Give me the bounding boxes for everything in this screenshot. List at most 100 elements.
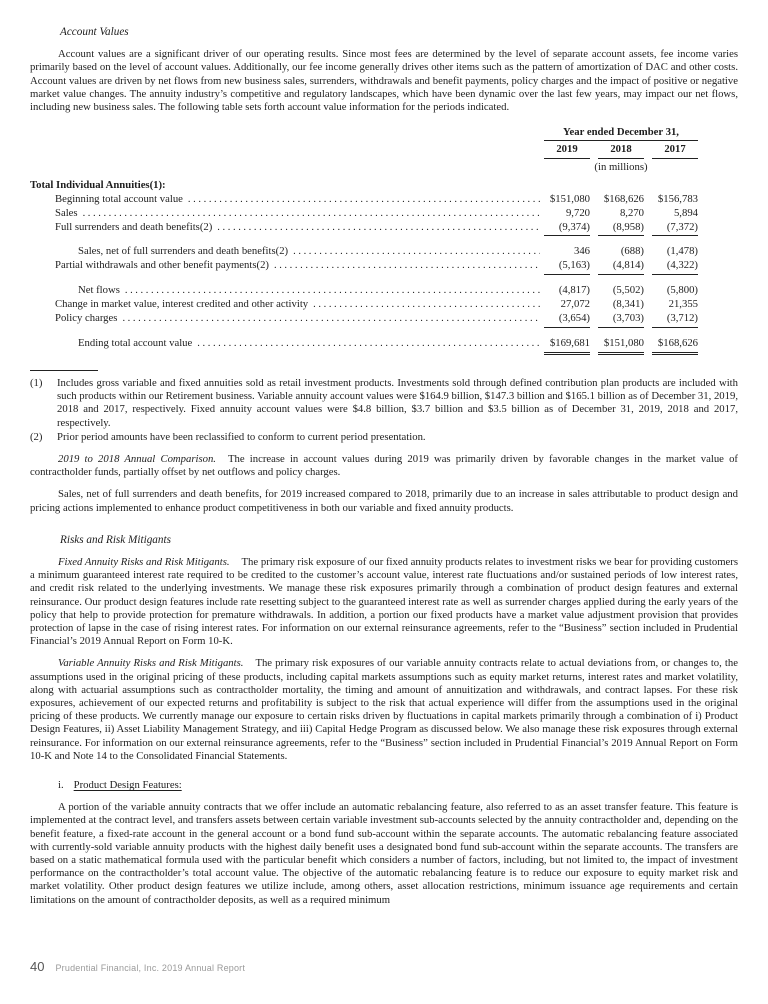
dot-leader [125, 284, 540, 298]
table-cell-value: (688) [620, 245, 644, 258]
table-cell-value: 5,894 [673, 206, 698, 219]
product-design-paragraph: A portion of the variable annuity contra… [30, 801, 738, 906]
table-cell-value: (8,341) [612, 298, 644, 311]
variable-annuity-lead: Variable Annuity Risks and Risk Mitigant… [58, 657, 244, 670]
year-column-header: 2018 [598, 143, 644, 159]
fixed-annuity-body: The primary risk exposure of our fixed a… [30, 555, 739, 648]
table-units-label: (in millions) [594, 160, 648, 173]
fixed-annuity-lead: Fixed Annuity Risks and Risk Mitigants. [58, 555, 230, 568]
account-values-paragraph: Account values are a significant driver … [30, 48, 738, 114]
table-cell-value: 9,720 [565, 206, 590, 219]
table-cell-value: (5,800) [666, 284, 698, 297]
dot-leader [188, 193, 540, 207]
year-column-header: 2017 [652, 143, 698, 159]
footnote-marker: (1) [30, 376, 43, 389]
table-row: Total Individual Annuities(1): [30, 179, 738, 193]
section-heading-account-values: Account Values [60, 26, 129, 38]
page-footer: 40 Prudential Financial, Inc. 2019 Annua… [30, 960, 245, 975]
table-row: Beginning total account value $151,080 $16… [30, 193, 738, 207]
table-cell-value: $168,626 [652, 337, 698, 355]
table-row-label: Sales [55, 206, 78, 219]
table-row-values: 27,072 (8,341) 21,355 [544, 298, 698, 312]
dot-leader [122, 312, 540, 326]
dot-leader [293, 245, 540, 259]
table-row: Sales, net of full surrenders and death … [30, 245, 738, 259]
table-row-values: 346 (688) (1,478) [544, 245, 698, 259]
dot-leader [313, 298, 540, 312]
account-table-body: Total Individual Annuities(1): Beginning … [30, 179, 738, 355]
sales-paragraph: Sales, net of full surrenders and death … [30, 488, 738, 514]
table-cell-value: 21,355 [668, 298, 698, 311]
table-period-label: Year ended December 31, [544, 126, 698, 142]
table-row-label: Total Individual Annuities(1): [30, 178, 166, 191]
table-cell-value: (1,478) [666, 245, 698, 258]
table-row-label: Ending total account value [78, 336, 193, 349]
table-cell-value: $151,080 [598, 337, 644, 355]
table-row-label: Partial withdrawals and other benefit pa… [55, 259, 269, 272]
footnote-2: (2) Prior period amounts have been recla… [30, 431, 738, 444]
table-row-values: $169,681 $151,080 $168,626 [544, 337, 698, 355]
table-row-values: (5,163) (4,814) (4,322) [544, 259, 698, 276]
annual-comparison-paragraph: 2019 to 2018 Annual Comparison. The incre… [30, 453, 738, 479]
table-cell-value: 346 [573, 245, 590, 258]
table-row: Partial withdrawals and other benefit pa… [30, 259, 738, 276]
table-row-label: Change in market value, interest credite… [55, 298, 309, 311]
table-cell-value: (9,374) [544, 221, 590, 237]
table-cell-value: (5,502) [612, 284, 644, 297]
variable-annuity-paragraph: Variable Annuity Risks and Risk Mitigant… [30, 657, 738, 763]
table-row: Ending total account value $169,681 $151,0… [30, 337, 738, 355]
fixed-annuity-paragraph: Fixed Annuity Risks and Risk Mitigants. T… [30, 556, 738, 648]
footnote-1: (1) Includes gross variable and fixed an… [30, 377, 738, 430]
table-cell-value: (3,703) [598, 312, 644, 328]
table-cell-value: (4,814) [598, 259, 644, 276]
table-cell-value: 8,270 [619, 206, 644, 219]
table-cell-value: 27,072 [560, 298, 590, 311]
account-value-table: Year ended December 31, 2019 2018 2017 (… [30, 126, 738, 355]
table-row-label: Net flows [78, 284, 120, 297]
table-row: Net flows (4,817) (5,502) (5,800) [30, 284, 738, 298]
list-item-product-design: i. Product Design Features: [58, 779, 738, 792]
table-cell-value: (4,817) [558, 284, 590, 297]
table-cell-value: (7,372) [652, 221, 698, 237]
table-row: Sales 9,720 8,270 5,894 [30, 207, 738, 221]
table-cell-value: $168,626 [603, 192, 644, 205]
table-header-block: Year ended December 31, 2019 2018 2017 (… [544, 126, 698, 174]
table-cell-value: $169,681 [544, 337, 590, 355]
table-year-row: 2019 2018 2017 [544, 143, 698, 159]
table-row-values: (9,374) (8,958) (7,372) [544, 221, 698, 237]
table-cell-value: (8,958) [598, 221, 644, 237]
footnote-text: Prior period amounts have been reclassif… [57, 430, 426, 443]
footer-report-label: Prudential Financial, Inc. 2019 Annual R… [55, 963, 246, 973]
table-cell-value: (5,163) [544, 259, 590, 276]
table-row-label: Policy charges [55, 312, 118, 325]
annual-comparison-lead: 2019 to 2018 Annual Comparison. [58, 452, 216, 465]
dot-leader [274, 259, 540, 273]
table-row-label: Sales, net of full surrenders and death … [78, 245, 289, 258]
list-item-marker: i. [58, 778, 64, 791]
table-row-values: $151,080 $168,626 $156,783 [544, 193, 698, 207]
section-heading-risks: Risks and Risk Mitigants [60, 533, 171, 546]
table-cell-value: (4,322) [652, 259, 698, 276]
footnote-divider [30, 369, 98, 371]
table-cell-value: (3,712) [652, 312, 698, 328]
table-cell-value: $151,080 [549, 192, 590, 205]
footnotes: (1) Includes gross variable and fixed an… [30, 377, 738, 444]
dot-leader [217, 221, 540, 235]
dot-leader [197, 337, 540, 351]
variable-annuity-body: The primary risk exposures of our variab… [30, 657, 738, 762]
table-cell-value: (3,654) [544, 312, 590, 328]
table-cell-value: $156,783 [657, 192, 698, 205]
page-number: 40 [30, 959, 45, 974]
year-column-header: 2019 [544, 143, 590, 159]
report-page: Account Values Account values are a sign… [0, 0, 768, 907]
table-row-values: (4,817) (5,502) (5,800) [544, 284, 698, 298]
footnote-marker: (2) [30, 430, 43, 443]
list-item-label: Product Design Features: [73, 778, 182, 791]
table-row: Full surrenders and death benefits(2) (9,… [30, 221, 738, 237]
table-row: Policy charges (3,654) (3,703) (3,712) [30, 312, 738, 328]
table-row-label: Beginning total account value [55, 192, 183, 205]
table-row: Change in market value, interest credite… [30, 298, 738, 312]
table-row-values: (3,654) (3,703) (3,712) [544, 312, 698, 328]
table-row-label: Full surrenders and death benefits(2) [55, 220, 213, 233]
dot-leader [83, 207, 540, 221]
